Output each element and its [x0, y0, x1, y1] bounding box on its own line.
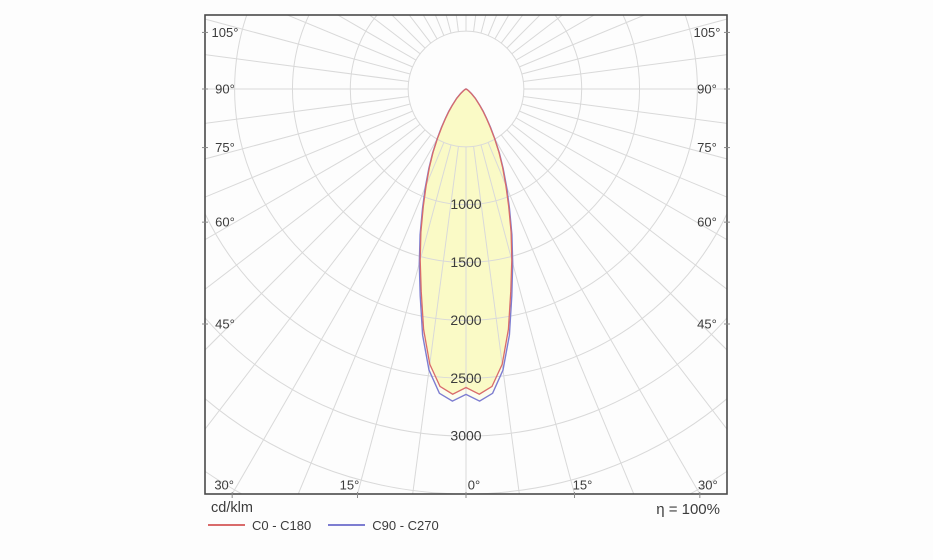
ring-label: 2500 [450, 370, 481, 386]
angle-labels: 0° 15° 15° 30° 30° 45° 45° 60° 60° 75° 75° 90° 90° 10… [212, 25, 721, 493]
angle-label: 45° [215, 317, 235, 332]
efficiency-label: η = 100% [656, 501, 720, 518]
grid-radial [506, 129, 727, 351]
grid-radial [231, 138, 438, 494]
grid-radial [523, 54, 727, 82]
grid-radial [473, 146, 520, 494]
grid-radial [494, 15, 510, 40]
ring-label: 1500 [450, 254, 481, 270]
angle-label: 105° [694, 25, 721, 40]
legend-label-c90-c270: C90 - C270 [372, 517, 439, 533]
grid-radial [205, 96, 409, 124]
grid-radial [480, 15, 487, 34]
grid-radial [487, 15, 498, 36]
grid-radial [515, 15, 596, 61]
grid-radial [205, 129, 426, 351]
angle-label: 75° [697, 140, 717, 155]
grid-radial [445, 15, 452, 34]
angle-label: 30° [698, 478, 718, 493]
grid-radial [205, 117, 417, 241]
grid-radial [521, 18, 727, 75]
grid-radial [336, 15, 417, 61]
angle-label: 105° [212, 25, 239, 40]
angle-label: 30° [214, 478, 234, 493]
angle-label: 90° [697, 82, 717, 97]
grid-radial [205, 123, 421, 290]
series-line-swatch-c90-c270 [328, 524, 366, 526]
legend-label-c0-c180: C0 - C180 [252, 517, 312, 533]
angle-label: 45° [697, 317, 717, 332]
grid-radial [286, 15, 413, 68]
ring-label: 3000 [450, 428, 481, 444]
grid-radial [205, 134, 432, 430]
grid-radial [511, 15, 564, 55]
grid-radial [487, 142, 635, 494]
angle-label: 15° [340, 478, 360, 493]
ring-label: 2000 [450, 312, 481, 328]
grid-radial [205, 54, 409, 82]
grid-radial [521, 103, 727, 160]
grid-radial [523, 96, 727, 124]
grid-radial [205, 110, 413, 198]
grid-radial [519, 15, 646, 68]
angle-label: 15° [573, 478, 593, 493]
angle-label: 0° [468, 478, 480, 493]
beam-curve-c0-c180 [419, 88, 513, 395]
grid-radial [368, 15, 421, 55]
grid-radial [519, 110, 727, 198]
grid-radial [205, 18, 411, 75]
series-line-swatch-c0-c180 [208, 524, 245, 526]
legend: C0 - C180 C90 - C270 [208, 517, 456, 533]
grid-radial [494, 138, 701, 494]
ring-label: 1000 [450, 196, 481, 212]
ring-labels: 1000 1500 2000 2500 3000 [450, 196, 481, 443]
angle-label: 60° [697, 215, 717, 230]
angle-label: 75° [215, 140, 235, 155]
grid-radial [412, 146, 459, 494]
grid-radial [297, 142, 445, 494]
angle-label: 60° [215, 215, 235, 230]
axis-ticks [202, 31, 730, 498]
grid-radial [422, 15, 438, 40]
unit-label: cd/klm [211, 500, 253, 516]
angle-label: 90° [215, 82, 235, 97]
grid-radial [434, 15, 445, 36]
grid-radial [205, 103, 411, 160]
grid-radial [511, 123, 727, 290]
grid-radial [515, 117, 727, 241]
grid-radial [500, 134, 727, 430]
